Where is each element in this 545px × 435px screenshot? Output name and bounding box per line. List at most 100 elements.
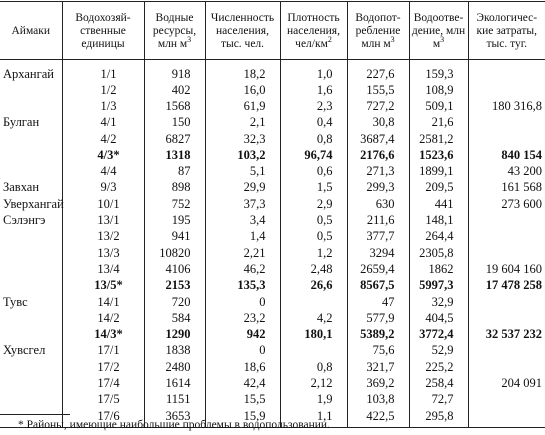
cell-discharge: 264,4 <box>408 228 468 245</box>
cell-eco-costs: 204 091 <box>467 375 545 392</box>
cell-density: 2,9 <box>279 196 347 213</box>
cell-water-resources: 752 <box>143 196 205 213</box>
cell-unit: 13/1 <box>61 212 144 229</box>
cell-aimak: Булган <box>3 115 40 130</box>
cell-water-resources: 1568 <box>143 98 205 115</box>
table-header-row: Аймаки Водохозяй-ственные единицы Водные… <box>0 1 545 60</box>
cell-population: 23,2 <box>204 310 280 327</box>
cell-aimak <box>0 359 62 375</box>
cell-density: 26,6 <box>279 277 347 294</box>
cell-discharge: 2581,2 <box>408 130 468 148</box>
cell-water-use: 321,7 <box>346 359 409 376</box>
cell-population: 1,4 <box>204 228 280 245</box>
cell-population: 0 <box>204 293 280 311</box>
cell-water-use: 2659,4 <box>346 261 409 278</box>
cell-eco-costs: 32 537 232 <box>467 326 545 343</box>
table-row: 17/5 1151 15,5 1,9 103,8 72,7 <box>0 391 545 408</box>
cell-population: 0 <box>204 342 280 360</box>
cell-water-resources: 898 <box>143 179 205 197</box>
cell-aimak: Сэлэнгэ <box>3 213 46 228</box>
cell-aimak: Тувс <box>3 294 28 309</box>
cell-population: 16,0 <box>204 82 280 99</box>
table-row: Уверхангай 10/1 752 37,3 2,9 630 441 273 600 <box>0 196 545 213</box>
cell-discharge: 1862 <box>408 261 468 278</box>
cell-eco-costs: 840 154 <box>467 147 545 164</box>
cell-eco-costs <box>467 359 545 376</box>
cell-aimak <box>0 392 62 408</box>
cell-aimak <box>0 245 62 261</box>
cell-eco-costs <box>467 310 545 327</box>
cell-unit: 1/1 <box>61 59 144 82</box>
cell-density: 0,8 <box>279 130 347 148</box>
cell-density: 2,3 <box>279 98 347 115</box>
cell-aimak <box>0 278 62 294</box>
footnote-rule <box>0 414 70 415</box>
cell-population: 37,3 <box>204 196 280 213</box>
cell-water-resources: 150 <box>143 114 205 131</box>
cell-unit: 13/2 <box>61 228 144 245</box>
cell-water-use: 2176,6 <box>346 147 409 164</box>
table-row: 1/3 1568 61,9 2,3 727,2 509,1 180 316,8 <box>0 98 545 115</box>
cell-unit: 17/5 <box>61 391 144 408</box>
cell-water-use: 369,2 <box>346 375 409 392</box>
cell-water-use: 727,2 <box>346 98 409 115</box>
cell-population: 3,4 <box>204 212 280 229</box>
cell-discharge: 148,1 <box>408 212 468 229</box>
header-discharge: Водоотве-дение, млн м3 <box>408 1 468 60</box>
cell-aimak: Архангай <box>3 66 54 81</box>
cell-water-resources: 1290 <box>143 326 205 343</box>
cell-unit: 4/4 <box>61 163 144 180</box>
cell-water-resources: 6827 <box>143 130 205 148</box>
cell-discharge: 159,3 <box>408 59 468 82</box>
cell-water-resources: 2480 <box>143 359 205 376</box>
cell-discharge: 108,9 <box>408 82 468 99</box>
cell-unit: 1/3 <box>61 98 144 115</box>
cell-unit: 14/1 <box>61 293 144 311</box>
cell-population: 942 <box>204 326 280 343</box>
cell-aimak: Хувсгел <box>3 343 46 358</box>
cell-unit: 17/4 <box>61 375 144 392</box>
cell-unit: 13/5* <box>61 277 144 294</box>
table-row: 4/2 6827 32,3 0,8 3687,4 2581,2 <box>0 130 545 148</box>
cell-discharge: 21,6 <box>408 114 468 131</box>
table-row: 13/3 10820 2,21 1,2 3294 2305,8 <box>0 244 545 262</box>
cell-density <box>279 342 347 360</box>
cell-population: 46,2 <box>204 261 280 278</box>
cell-aimak <box>0 310 62 326</box>
header-population: Численность населения, тыс. чел. <box>204 1 280 60</box>
cell-discharge: 1899,1 <box>408 163 468 180</box>
cell-eco-costs <box>467 342 545 360</box>
cell-water-use: 3687,4 <box>346 130 409 148</box>
footnote: * Районы, имеющие наибольшие проблемы в … <box>18 419 330 431</box>
cell-discharge: 32,9 <box>408 293 468 311</box>
cell-density: 1,6 <box>279 82 347 99</box>
table-row: Завхан 9/3 898 29,9 1,5 299,3 209,5 161 568 <box>0 179 545 197</box>
cell-aimak <box>0 261 62 277</box>
cell-water-use: 630 <box>346 196 409 213</box>
cell-eco-costs: 17 478 258 <box>467 277 545 294</box>
cell-population: 29,9 <box>204 179 280 197</box>
cell-density: 0,4 <box>279 114 347 131</box>
cell-water-resources: 4106 <box>143 261 205 278</box>
cell-density: 0,5 <box>279 228 347 245</box>
table-row: 13/2 941 1,4 0,5 377,7 264,4 <box>0 228 545 245</box>
cell-unit: 17/1 <box>61 342 144 360</box>
cell-eco-costs: 273 600 <box>467 196 545 213</box>
cell-aimak <box>0 131 62 147</box>
table-row: Хувсгел 17/1 1838 0 75,6 52,9 <box>0 342 545 360</box>
table-row: 14/3* 1290 942 180,1 5389,2 3772,4 32 537 232 <box>0 326 545 343</box>
cell-population: 61,9 <box>204 98 280 115</box>
cell-unit: 1/2 <box>61 82 144 99</box>
cell-unit: 9/3 <box>61 179 144 197</box>
cell-population: 103,2 <box>204 147 280 164</box>
cell-discharge: 3772,4 <box>408 326 468 343</box>
cell-water-use: 377,7 <box>346 228 409 245</box>
cell-eco-costs <box>467 293 545 311</box>
header-eco-costs: Экологичес-кие затраты, тыс. туг. <box>467 1 545 60</box>
cell-unit: 4/3* <box>61 147 144 164</box>
cell-water-use: 75,6 <box>346 342 409 360</box>
cell-water-resources: 941 <box>143 228 205 245</box>
cell-aimak <box>0 375 62 391</box>
cell-water-resources: 1614 <box>143 375 205 392</box>
